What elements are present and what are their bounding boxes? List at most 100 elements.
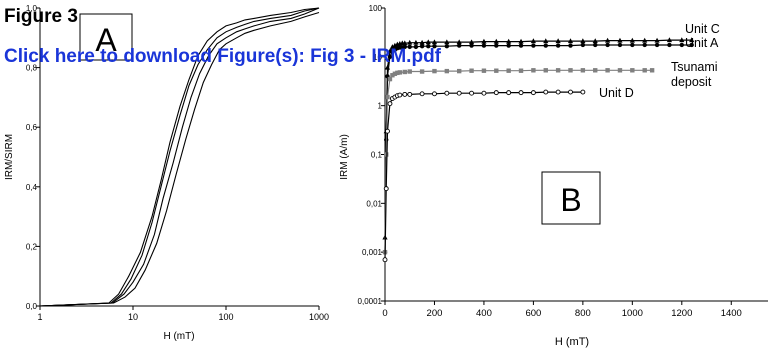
data-point-unit-d [385,128,390,134]
panel-b-x-tick-label: 600 [525,308,541,319]
data-point-unit-a [568,43,573,48]
data-point-unit-c [506,38,512,44]
data-point-unit-a [457,43,462,48]
panel-a-x-tick-label: 1000 [309,312,329,322]
data-point-tsunami-deposit [494,68,499,73]
data-point-tsunami-deposit [457,68,462,74]
panel-b-label-box [541,171,601,225]
data-point-unit-d [397,92,403,98]
data-point-unit-a [667,42,672,48]
data-point-unit-a [413,44,419,50]
data-point-unit-a [506,43,511,48]
panel-b-x-tick-label: 400 [476,308,492,319]
figure-title: Figure 3 [4,6,78,27]
panel-b-y-tick-label: 0,1 [371,151,383,160]
data-point-unit-a [469,43,474,48]
data-point-tsunami-deposit [444,68,450,74]
series-label-unit-a: Unit A [685,36,719,50]
panel-a-series-line-3 [39,7,320,307]
panel-b-x-tick-label: 1000 [622,308,643,319]
data-point-unit-a [605,42,610,48]
data-point-unit-d [432,91,437,97]
data-point-unit-a [580,42,586,48]
data-point-unit-c [518,38,524,44]
data-point-unit-a [593,42,598,48]
data-point-tsunami-deposit [469,68,474,73]
panel-a-y-tick-label: 0,4 [26,183,38,192]
series-line-unit-a [384,44,692,253]
data-point-unit-c [444,39,450,45]
data-point-unit-d [419,91,425,97]
data-point-unit-c [425,39,431,45]
data-point-tsunami-deposit [387,76,393,82]
data-point-unit-c [567,38,574,44]
data-point-unit-d [568,89,573,95]
data-point-tsunami-deposit [580,68,586,73]
data-point-unit-d [481,90,487,96]
data-point-unit-a [518,43,524,48]
data-point-tsunami-deposit [555,68,561,73]
data-point-unit-a [679,42,684,48]
data-point-tsunami-deposit [395,70,400,76]
panel-b-x-axis-title: H (mT) [555,336,589,348]
data-point-unit-d [387,101,393,107]
data-point-unit-d [407,91,413,97]
data-point-unit-c [654,37,660,43]
data-point-unit-a [407,44,412,50]
panel-a-y-tick-label: 0,0 [26,302,38,311]
panel-a-x-axis-title: H (mT) [163,331,194,342]
data-point-unit-c [666,37,673,43]
data-point-unit-d [382,257,388,263]
data-point-unit-c [679,37,685,43]
panel-b-y-tick-label: 1 [378,102,383,111]
panel-a-x-tick-label: 1 [37,312,42,322]
panel-b-x-tick-label: 0 [382,308,387,319]
panel-b-x-tick-label: 200 [427,308,443,319]
panel-b-y-tick-label: 0,0001 [358,297,383,306]
series-label-unit-d: Unit D [599,86,634,100]
data-point-tsunami-deposit [407,69,412,74]
data-point-unit-c [592,38,598,44]
data-point-tsunami-deposit [385,94,390,100]
series-unit-a [382,42,694,255]
data-point-tsunami-deposit [642,68,647,73]
panel-a-series-line-2 [39,7,320,307]
data-point-unit-d [444,90,450,96]
data-point-unit-c [413,39,419,45]
panel-a-y-tick-label: 0,8 [26,64,38,73]
data-point-unit-a [531,43,536,48]
data-point-unit-c [642,37,648,43]
data-point-unit-d [402,91,408,97]
data-point-tsunami-deposit [432,68,437,74]
data-point-unit-c [402,40,408,46]
data-point-unit-c [456,39,462,45]
series-unit-d [382,89,586,263]
data-point-unit-a [642,42,647,48]
panel-b-y-tick-label: 0,001 [362,248,383,257]
series-label-unit-c: Unit C [685,22,720,36]
data-point-unit-a [494,43,499,48]
data-point-tsunami-deposit [402,69,407,75]
data-point-unit-a [387,54,393,60]
data-point-tsunami-deposit [630,68,635,73]
data-point-tsunami-deposit [649,68,655,73]
data-point-unit-d [456,90,462,96]
data-point-unit-c [530,38,536,44]
data-point-tsunami-deposit [543,68,548,73]
panel-b-y-axis-title: IRM (A/m) [339,134,350,180]
data-point-unit-c [629,37,635,43]
panel-a-series-line-1 [39,7,320,307]
data-point-unit-a [444,44,450,49]
data-point-unit-d [383,186,389,192]
panel-b-x-tick-label: 1200 [671,308,692,319]
data-point-tsunami-deposit [506,68,511,73]
data-point-unit-d [469,90,475,96]
data-point-tsunami-deposit [568,68,573,73]
download-figure-link[interactable]: Click here to download Figure(s): Fig 3 … [4,46,441,67]
data-point-tsunami-deposit [390,73,395,78]
panel-b-label: B [560,182,581,218]
panel-a: A 1 10 100 1000 0,0 0,2 0,4 0,6 0,8 1,0 H (mT) IR… [4,4,329,342]
series-unit-c [382,37,695,240]
data-point-unit-c [605,37,611,43]
